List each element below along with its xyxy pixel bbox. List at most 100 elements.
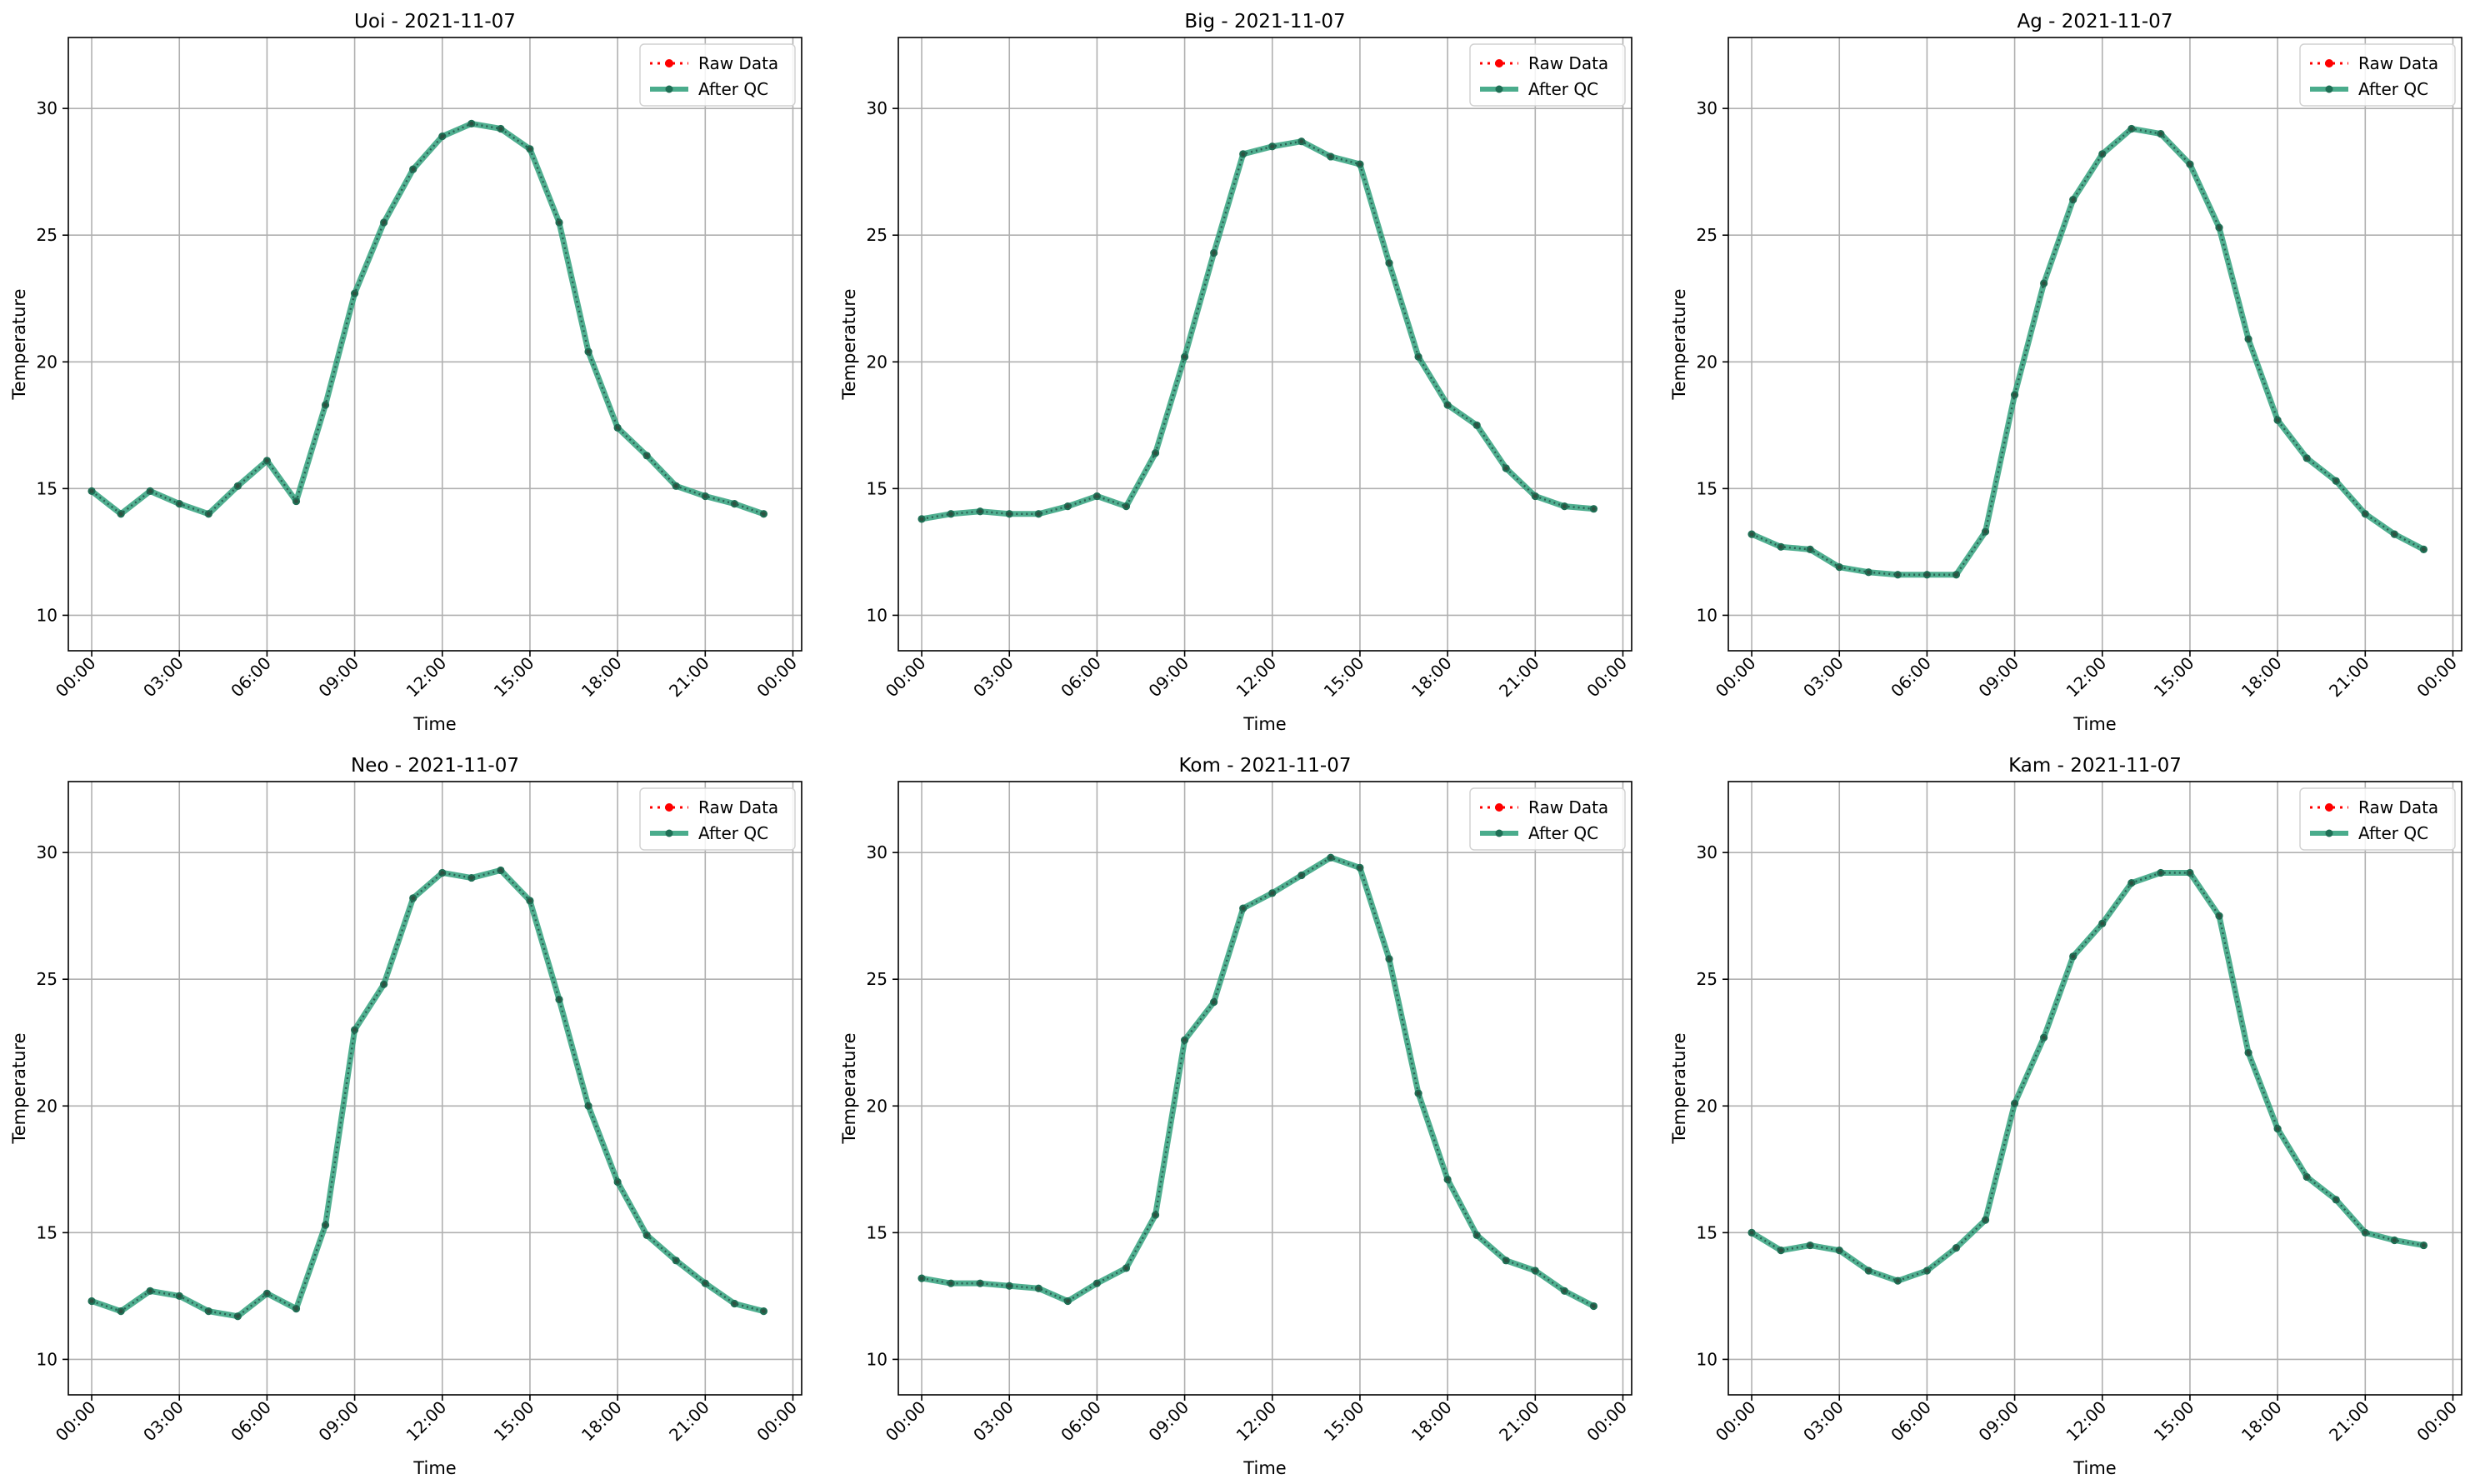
- data-point-raw-data: [528, 147, 532, 152]
- data-point-raw-data: [1095, 1281, 1099, 1286]
- axes-frame: [1728, 37, 2462, 652]
- data-point-raw-data: [2158, 871, 2163, 875]
- legend-marker-raw-data: [1495, 59, 1503, 67]
- data-point-raw-data: [469, 876, 474, 880]
- data-point-raw-data: [1299, 873, 1304, 877]
- x-tick-label: 06:00: [1887, 653, 1935, 702]
- x-tick-label: 12:00: [2062, 1397, 2111, 1446]
- legend-label-raw-data: Raw Data: [2358, 797, 2438, 817]
- data-point-raw-data: [1866, 570, 1871, 575]
- data-point-raw-data: [762, 512, 766, 517]
- x-axis-label: Time: [412, 1458, 456, 1478]
- data-point-raw-data: [440, 871, 445, 875]
- y-tick-label: 25: [37, 225, 58, 245]
- x-tick-label: 12:00: [402, 653, 451, 702]
- y-axis-label: Temperature: [839, 1032, 859, 1144]
- data-point-raw-data: [948, 1281, 953, 1286]
- y-tick-label: 15: [867, 478, 888, 498]
- y-tick-label: 15: [867, 1222, 888, 1242]
- x-tick-label: 03:00: [969, 1397, 1018, 1446]
- legend: Raw Data After QC: [639, 787, 796, 851]
- data-point-raw-data: [2275, 417, 2280, 422]
- x-tick-label: 21:00: [2325, 1397, 2373, 1446]
- chart-title: Kam - 2021-11-07: [2008, 755, 2182, 777]
- x-tick-label: 00:00: [1582, 653, 1631, 702]
- data-point-raw-data: [1445, 402, 1450, 407]
- data-point-raw-data: [1837, 1248, 1842, 1253]
- data-point-raw-data: [1445, 1177, 1450, 1182]
- data-point-raw-data: [1866, 1268, 1871, 1273]
- x-tick-label: 21:00: [1495, 1397, 1543, 1446]
- data-point-raw-data: [2422, 547, 2426, 552]
- x-tick-label: 18:00: [2238, 1397, 2286, 1446]
- y-tick-label: 20: [1697, 1096, 1718, 1116]
- y-tick-label: 20: [37, 1096, 58, 1116]
- y-tick-label: 25: [867, 225, 888, 245]
- x-tick-label: 00:00: [752, 653, 801, 702]
- data-point-raw-data: [762, 1309, 766, 1314]
- data-point-raw-data: [2042, 1035, 2047, 1040]
- data-point-raw-data: [1983, 1217, 1988, 1222]
- series-line-after-qc: [1748, 869, 2427, 1284]
- legend-marker-raw-data: [2325, 803, 2333, 812]
- legend-label-raw-data: Raw Data: [698, 797, 778, 817]
- data-point-raw-data: [1503, 466, 1508, 471]
- data-point-raw-data: [1416, 1091, 1421, 1096]
- data-point-raw-data: [586, 349, 591, 354]
- y-tick-label: 15: [1697, 478, 1718, 498]
- data-point-raw-data: [265, 458, 269, 463]
- data-point-raw-data: [1270, 144, 1275, 149]
- data-point-raw-data: [2100, 152, 2105, 157]
- x-tick-label: 18:00: [1408, 653, 1456, 702]
- data-point-raw-data: [2333, 478, 2338, 483]
- data-point-raw-data: [673, 1258, 678, 1263]
- x-tick-label: 00:00: [1712, 653, 1760, 702]
- series-line-raw-data: [91, 122, 764, 516]
- chart-title: Neo - 2021-11-07: [351, 755, 519, 777]
- data-point-raw-data: [1925, 572, 1929, 577]
- data-point-raw-data: [89, 1299, 94, 1303]
- y-tick-label: 10: [1697, 1349, 1718, 1369]
- subplot-3: Ag - 2021-11-07 10 15 20 25 30 00:00 03:00 06:00…: [1669, 11, 2462, 734]
- legend: Raw Data After QC: [2299, 43, 2456, 107]
- y-tick-label: 20: [37, 352, 58, 372]
- y-axis-label: Temperature: [1669, 1032, 1689, 1144]
- data-point-raw-data: [2012, 392, 2017, 397]
- data-point-raw-data: [732, 1302, 737, 1306]
- data-point-raw-data: [2100, 921, 2105, 926]
- data-point-raw-data: [2362, 1230, 2368, 1235]
- data-point-raw-data: [1778, 1248, 1783, 1253]
- data-point-raw-data: [1474, 422, 1479, 427]
- data-point-raw-data: [1065, 504, 1070, 509]
- data-point-raw-data: [919, 1276, 924, 1281]
- data-point-raw-data: [206, 1309, 211, 1314]
- data-point-raw-data: [2392, 532, 2397, 537]
- data-point-raw-data: [1954, 1246, 1958, 1251]
- x-tick-label: 00:00: [52, 653, 100, 702]
- y-axis-label: Temperature: [839, 288, 859, 400]
- series-line-after-qc: [88, 120, 767, 517]
- data-point-raw-data: [1036, 512, 1041, 517]
- legend: Raw Data After QC: [639, 43, 796, 107]
- x-tick-label: 12:00: [1232, 1397, 1281, 1446]
- subplot-4: Neo - 2021-11-07 10 15 20 25 30 00:00 03:00 06:0…: [9, 755, 802, 1478]
- data-point-raw-data: [498, 127, 503, 131]
- y-axis-label: Temperature: [9, 1032, 29, 1144]
- data-point-raw-data: [1358, 866, 1362, 870]
- data-point-raw-data: [1065, 1299, 1070, 1303]
- data-point-raw-data: [118, 1309, 123, 1314]
- legend-label-after-qc: After QC: [2358, 823, 2428, 843]
- data-point-raw-data: [89, 488, 94, 493]
- data-point-raw-data: [673, 483, 678, 488]
- data-point-raw-data: [1983, 529, 1988, 534]
- data-point-raw-data: [2071, 954, 2076, 959]
- x-tick-label: 18:00: [578, 653, 626, 702]
- data-point-raw-data: [1387, 957, 1392, 962]
- y-axis-label: Temperature: [1669, 288, 1689, 400]
- data-point-raw-data: [382, 982, 387, 987]
- data-point-raw-data: [644, 453, 649, 458]
- data-point-raw-data: [235, 483, 240, 488]
- x-tick-label: 12:00: [402, 1397, 451, 1446]
- data-point-raw-data: [1095, 494, 1099, 498]
- legend-marker-after-qc: [2325, 829, 2333, 837]
